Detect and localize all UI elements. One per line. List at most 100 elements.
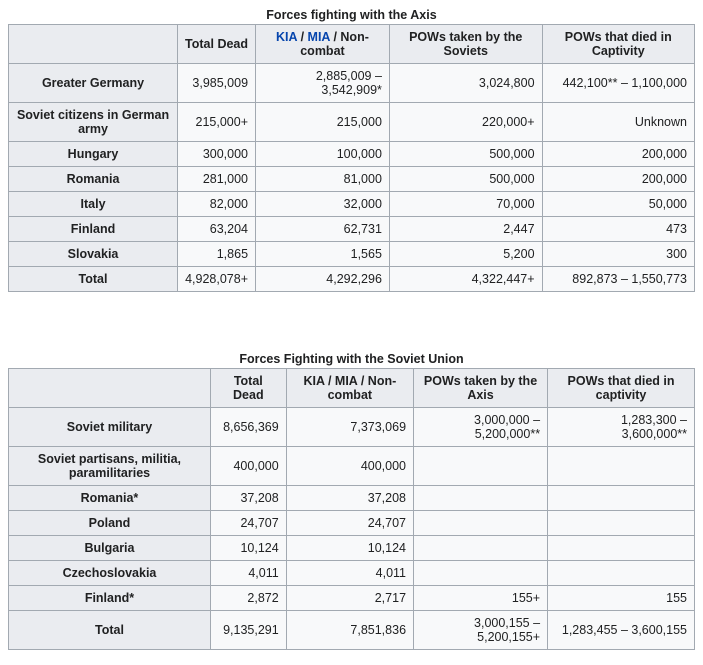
cell-kia: 4,011 [286,561,413,586]
cell-total: 3,985,009 [178,64,256,103]
cell-total: 300,000 [178,142,256,167]
cell-died [548,447,695,486]
table-row: Italy82,00032,00070,00050,000 [9,192,695,217]
cell-died: 50,000 [542,192,694,217]
cell-pows: 155+ [414,586,548,611]
cell-pows [414,447,548,486]
cell-kia: 7,373,069 [286,408,413,447]
cell-died [548,511,695,536]
soviet-caption: Forces Fighting with the Soviet Union [8,352,695,366]
table-row: Poland24,70724,707 [9,511,695,536]
soviet-header-kia: KIA / MIA / Non-combat [286,369,413,408]
row-name: Bulgaria [9,536,211,561]
cell-died: 892,873 – 1,550,773 [542,267,694,292]
axis-header-pows: POWs taken by the Soviets [389,25,542,64]
row-name: Total [9,267,178,292]
axis-header-kia: KIA / MIA / Non-combat [256,25,390,64]
table-row: Soviet military8,656,3697,373,0693,000,0… [9,408,695,447]
cell-kia: 1,565 [256,242,390,267]
cell-kia: 24,707 [286,511,413,536]
soviet-table: Total Dead KIA / MIA / Non-combat POWs t… [8,368,695,650]
cell-kia: 400,000 [286,447,413,486]
axis-header-empty [9,25,178,64]
cell-kia: 37,208 [286,486,413,511]
table-row: Romania281,00081,000500,000200,000 [9,167,695,192]
table-row: Soviet citizens in German army215,000+21… [9,103,695,142]
soviet-header-empty [9,369,211,408]
soviet-table-section: Forces Fighting with the Soviet Union To… [8,352,695,650]
cell-total: 82,000 [178,192,256,217]
cell-died: 200,000 [542,142,694,167]
cell-pows: 220,000+ [389,103,542,142]
cell-kia: 32,000 [256,192,390,217]
axis-header-died: POWs that died in Captivity [542,25,694,64]
cell-pows: 500,000 [389,167,542,192]
table-row: Czechoslovakia4,0114,011 [9,561,695,586]
cell-kia: 81,000 [256,167,390,192]
cell-died: Unknown [542,103,694,142]
cell-total: 400,000 [210,447,286,486]
axis-table: Total Dead KIA / MIA / Non-combat POWs t… [8,24,695,292]
cell-pows [414,561,548,586]
cell-pows: 5,200 [389,242,542,267]
cell-kia: 100,000 [256,142,390,167]
row-name: Hungary [9,142,178,167]
row-name: Finland [9,217,178,242]
cell-pows: 3,000,155 – 5,200,155+ [414,611,548,650]
row-name: Poland [9,511,211,536]
cell-total: 24,707 [210,511,286,536]
cell-pows: 2,447 [389,217,542,242]
row-name: Czechoslovakia [9,561,211,586]
table-row: Greater Germany3,985,0092,885,009 – 3,54… [9,64,695,103]
soviet-header-total: Total Dead [210,369,286,408]
cell-died: 1,283,300 – 3,600,000** [548,408,695,447]
cell-pows: 500,000 [389,142,542,167]
cell-died: 473 [542,217,694,242]
cell-kia: 7,851,836 [286,611,413,650]
table-row: Total9,135,2917,851,8363,000,155 – 5,200… [9,611,695,650]
cell-total: 63,204 [178,217,256,242]
cell-total: 215,000+ [178,103,256,142]
cell-died: 1,283,455 – 3,600,155 [548,611,695,650]
row-name: Soviet citizens in German army [9,103,178,142]
row-name: Romania [9,167,178,192]
kia-link[interactable]: KIA [276,30,297,44]
cell-kia: 2,885,009 – 3,542,909* [256,64,390,103]
cell-died [548,536,695,561]
cell-kia: 2,717 [286,586,413,611]
cell-kia: 4,292,296 [256,267,390,292]
cell-pows [414,536,548,561]
row-name: Slovakia [9,242,178,267]
cell-died: 442,100** – 1,100,000 [542,64,694,103]
table-row: Finland*2,8722,717155+155 [9,586,695,611]
row-name: Italy [9,192,178,217]
cell-pows: 70,000 [389,192,542,217]
row-name: Finland* [9,586,211,611]
table-row: Bulgaria10,12410,124 [9,536,695,561]
table-row: Finland63,20462,7312,447473 [9,217,695,242]
cell-kia: 62,731 [256,217,390,242]
cell-total: 4,928,078+ [178,267,256,292]
table-row: Romania*37,20837,208 [9,486,695,511]
table-row: Hungary300,000100,000500,000200,000 [9,142,695,167]
row-name: Romania* [9,486,211,511]
soviet-header-pows: POWs taken by the Axis [414,369,548,408]
axis-caption: Forces fighting with the Axis [8,8,695,22]
cell-total: 9,135,291 [210,611,286,650]
table-row: Slovakia1,8651,5655,200300 [9,242,695,267]
cell-kia: 215,000 [256,103,390,142]
table-row: Soviet partisans, militia, paramilitarie… [9,447,695,486]
cell-died [548,561,695,586]
mia-link[interactable]: MIA [308,30,330,44]
cell-pows: 4,322,447+ [389,267,542,292]
cell-total: 2,872 [210,586,286,611]
cell-total: 8,656,369 [210,408,286,447]
cell-total: 281,000 [178,167,256,192]
cell-total: 1,865 [178,242,256,267]
cell-died [548,486,695,511]
cell-total: 4,011 [210,561,286,586]
cell-died: 200,000 [542,167,694,192]
cell-died: 300 [542,242,694,267]
soviet-header-died: POWs that died in captivity [548,369,695,408]
axis-table-section: Forces fighting with the Axis Total Dead… [8,8,695,292]
